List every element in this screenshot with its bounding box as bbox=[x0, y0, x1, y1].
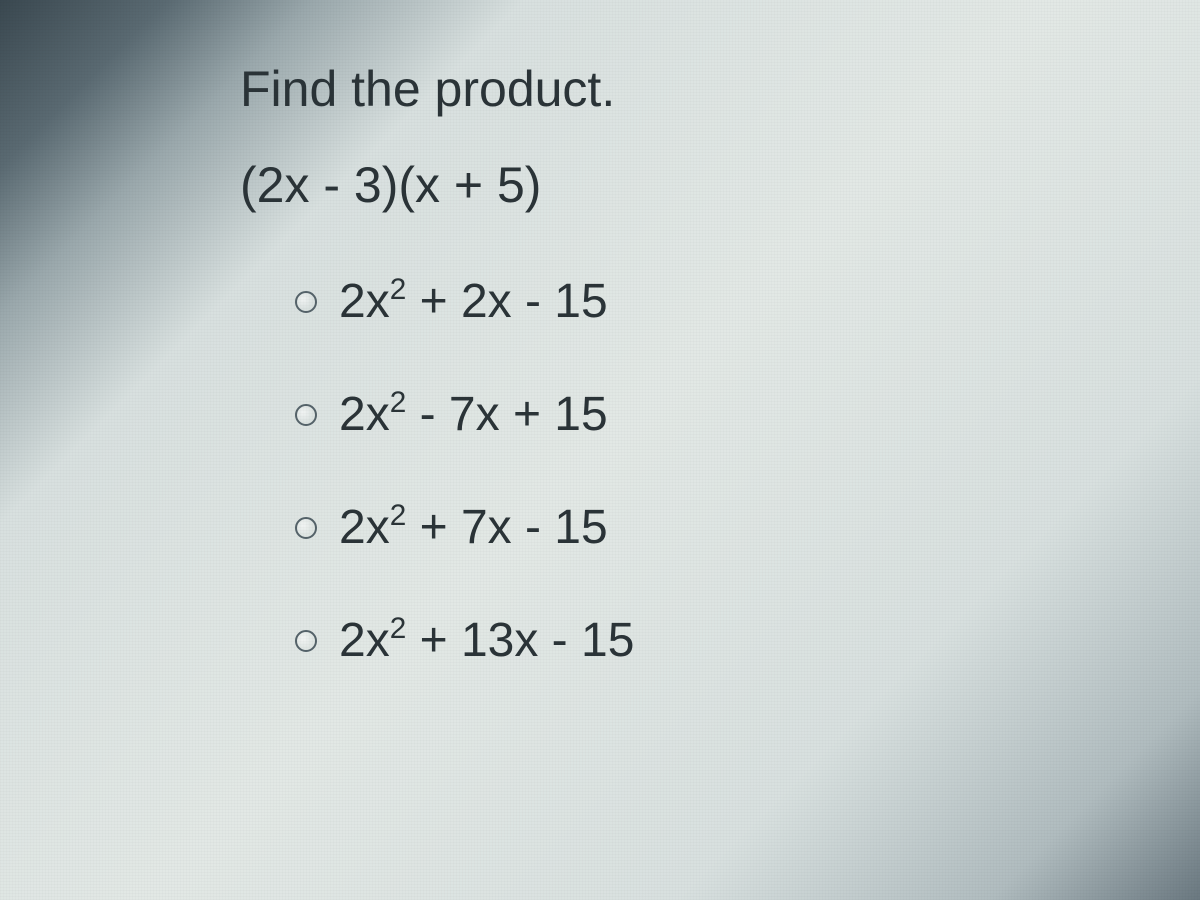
radio-icon[interactable] bbox=[295, 404, 317, 426]
option-label: 2x2 + 13x - 15 bbox=[339, 613, 634, 668]
radio-icon[interactable] bbox=[295, 291, 317, 313]
option-label: 2x2 - 7x + 15 bbox=[339, 387, 608, 442]
question-expression: (2x - 3)(x + 5) bbox=[240, 156, 1140, 214]
answer-option[interactable]: 2x2 + 2x - 15 bbox=[295, 274, 1140, 329]
question-prompt: Find the product. bbox=[240, 60, 1140, 118]
option-label: 2x2 + 2x - 15 bbox=[339, 274, 608, 329]
radio-icon[interactable] bbox=[295, 630, 317, 652]
question-block: Find the product. (2x - 3)(x + 5) 2x2 + … bbox=[240, 60, 1140, 726]
answer-options: 2x2 + 2x - 15 2x2 - 7x + 15 2x2 + 7x - 1… bbox=[295, 274, 1140, 668]
option-label: 2x2 + 7x - 15 bbox=[339, 500, 608, 555]
answer-option[interactable]: 2x2 + 13x - 15 bbox=[295, 613, 1140, 668]
answer-option[interactable]: 2x2 + 7x - 15 bbox=[295, 500, 1140, 555]
radio-icon[interactable] bbox=[295, 517, 317, 539]
answer-option[interactable]: 2x2 - 7x + 15 bbox=[295, 387, 1140, 442]
